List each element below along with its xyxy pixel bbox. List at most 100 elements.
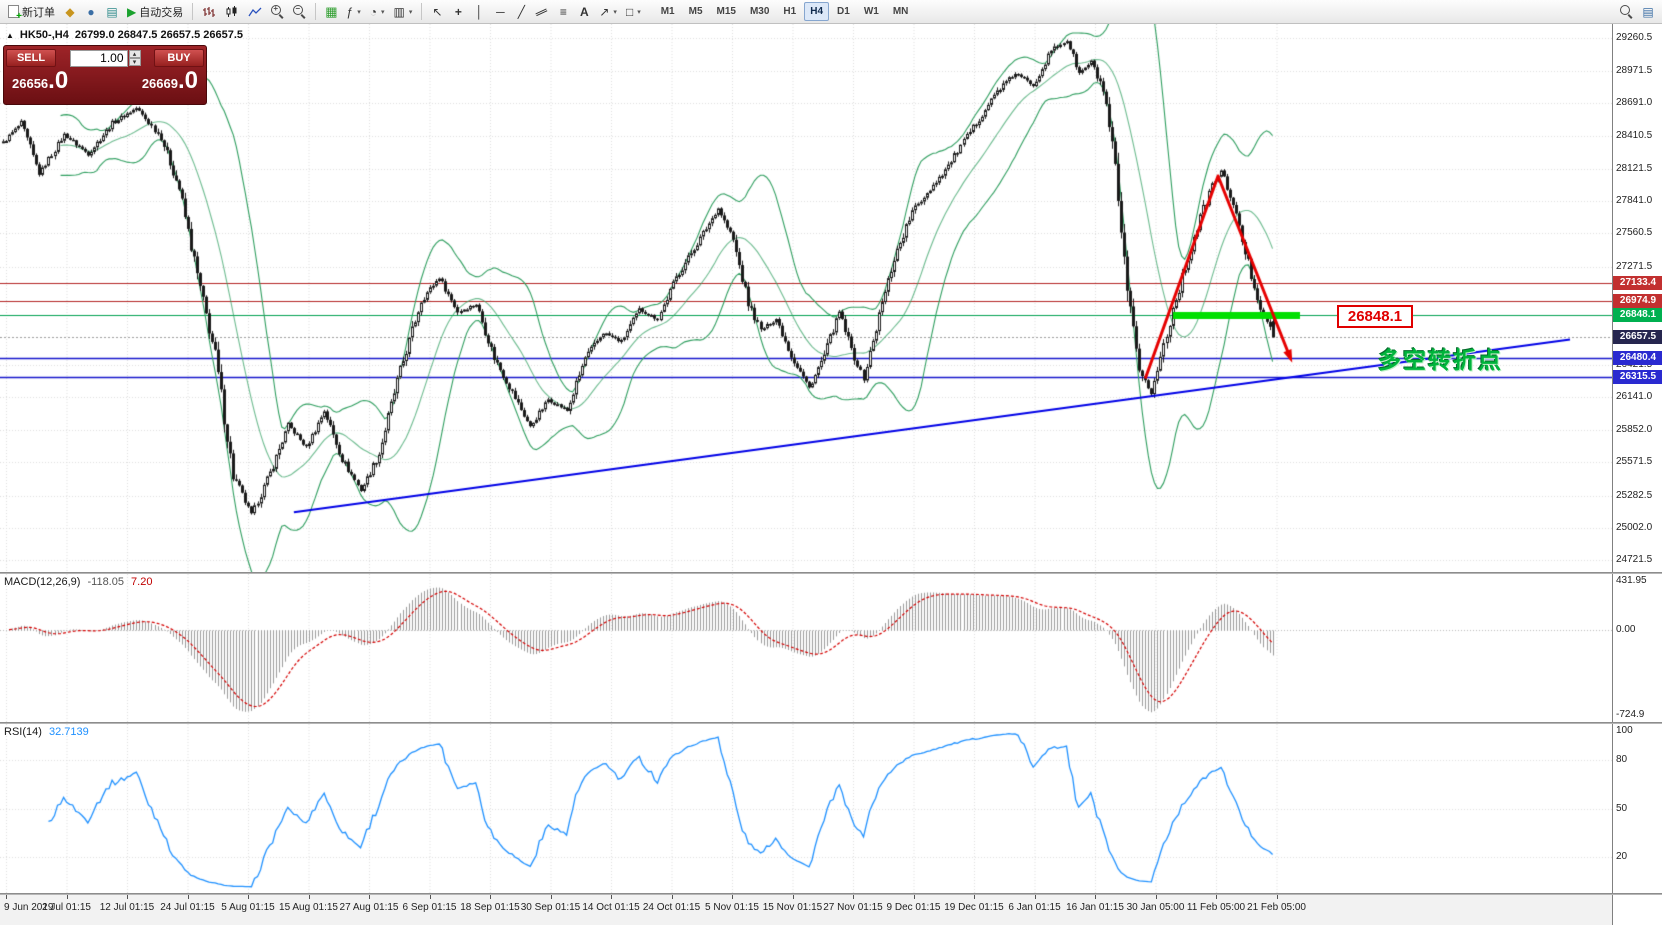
horizontal-line-tool-button[interactable]: ─: [490, 2, 510, 22]
chart-marker-icon: ▲: [6, 30, 14, 40]
time-axis[interactable]: 9 Jun 2019 2 Jul 01:15 12 Jul 01:15 24 Jul …: [0, 895, 1612, 925]
candlestick-chart-icon: [226, 5, 237, 17]
time-tick: [853, 895, 854, 899]
price-level-tag: 26974.9: [1613, 293, 1662, 308]
timeframe-h4[interactable]: H4: [804, 2, 830, 21]
sell-price[interactable]: 26656.0: [12, 67, 69, 94]
navigator-button[interactable]: ●: [81, 2, 101, 22]
rsi-panel-canvas[interactable]: [0, 724, 1612, 893]
autotrading-button[interactable]: ▶ 自动交易: [123, 2, 187, 22]
timeframe-h1[interactable]: H1: [783, 6, 797, 17]
time-tick: [66, 895, 68, 899]
zoom-in-button[interactable]: +: [267, 2, 288, 22]
time-axis-label: 24 Oct 01:15: [642, 902, 701, 913]
shapes-tool-button[interactable]: □ ▾: [622, 2, 645, 22]
data-window-button[interactable]: ▤: [1638, 2, 1658, 22]
main-chart-canvas[interactable]: [0, 24, 1612, 572]
crosshair-tool-button[interactable]: +: [448, 2, 468, 22]
time-tick: [490, 895, 491, 899]
lot-decrease-button[interactable]: ▾: [128, 58, 141, 66]
panel-splitter[interactable]: [0, 572, 1662, 574]
time-tick: [792, 895, 794, 899]
time-tick: [974, 895, 975, 899]
time-axis-label: 30 Sep 01:15: [520, 902, 581, 913]
text-tool-button[interactable]: A: [574, 2, 594, 22]
time-tick: [1034, 895, 1036, 899]
price-axis-label: 28121.5: [1616, 162, 1653, 174]
fibonacci-tool-button[interactable]: ≡: [553, 2, 573, 22]
timeframe-m30[interactable]: M30: [749, 6, 770, 17]
macd-panel-canvas[interactable]: [0, 574, 1612, 722]
zoom-in-icon: +: [271, 4, 284, 18]
panel-splitter[interactable]: [0, 722, 1662, 724]
terminal-button[interactable]: ▤: [102, 2, 122, 22]
lot-size-field: ▴ ▾: [58, 49, 152, 67]
price-axis[interactable]: 29260.5 28971.5 28691.0 28410.5 28121.5 27841…: [1612, 24, 1662, 925]
timeframe-toolbar: M1 M5 M15 M30 H1 H4 D1 W1 MN: [654, 2, 916, 21]
trendline-icon: ╱: [517, 4, 525, 19]
lot-size-input[interactable]: [69, 49, 128, 67]
price-level-tag: 26315.5: [1613, 369, 1662, 384]
timeframe-m15[interactable]: M15: [716, 6, 736, 17]
zoom-out-button[interactable]: −: [289, 2, 310, 22]
toolbar-separator: [421, 3, 423, 20]
market-watch-icon: ◆: [65, 4, 75, 19]
zoom-in-sign: +: [273, 4, 279, 13]
timeframe-d1[interactable]: D1: [837, 6, 850, 17]
time-axis-label: 14 Oct 01:15: [582, 902, 640, 913]
turning-point-annotation[interactable]: 多空转折点: [1378, 347, 1503, 373]
price-level-tag: 26848.1: [1613, 308, 1662, 323]
templates-button[interactable]: ▥ ▾: [390, 2, 417, 22]
bar-chart-icon: [203, 6, 216, 17]
chevron-down-icon: ▾: [357, 8, 361, 16]
trendline-tool-button[interactable]: ╱: [511, 2, 531, 22]
channel-tool-button[interactable]: ∥: [532, 2, 552, 22]
rsi-axis-label: 80: [1616, 754, 1628, 766]
periods-button[interactable]: ◔ ▾: [366, 2, 389, 22]
bar-chart-button[interactable]: [198, 2, 220, 22]
price-axis-label: 27271.5: [1616, 260, 1653, 272]
chevron-down-icon: ▾: [380, 8, 385, 16]
tile-windows-button[interactable]: ▦: [321, 2, 341, 22]
shapes-icon: □: [625, 4, 634, 19]
navigator-icon: ●: [87, 4, 95, 19]
arrows-tool-button[interactable]: ↗ ▾: [595, 2, 621, 22]
sell-button[interactable]: SELL: [6, 49, 56, 67]
vertical-line-tool-button[interactable]: │: [469, 2, 489, 22]
sell-price-big: .0: [48, 67, 69, 94]
plus-glyph: +: [16, 11, 22, 22]
price-axis-label: 28971.5: [1616, 65, 1653, 77]
fibonacci-icon: ≡: [559, 4, 567, 19]
search-button[interactable]: [1616, 2, 1637, 22]
market-watch-button[interactable]: ◆: [60, 2, 80, 22]
time-axis-label: 5 Aug 01:15: [221, 902, 275, 913]
price-level-tag: 27133.4: [1613, 275, 1662, 290]
toolbar-separator: [315, 3, 317, 20]
symbol-info: ▲ HK50-,H4 26799.0 26847.5 26657.5 26657…: [6, 29, 243, 41]
indicators-button[interactable]: ƒ ▾: [343, 2, 365, 22]
time-tick: [127, 895, 128, 899]
time-tick: [1155, 895, 1157, 899]
price-flag-label[interactable]: 26848.1: [1337, 305, 1413, 328]
price-axis-label: 27560.5: [1616, 227, 1653, 239]
timeframe-w1[interactable]: W1: [863, 6, 879, 17]
arrows-tool-icon: ↗: [599, 4, 610, 19]
line-chart-button[interactable]: [244, 2, 266, 22]
panel-splitter[interactable]: [0, 893, 1662, 895]
new-order-button[interactable]: + 新订单: [4, 2, 59, 22]
timeframe-mn[interactable]: MN: [892, 6, 909, 17]
price-level-tag: 26480.4: [1613, 350, 1662, 365]
macd-indicator-label: MACD(12,26,9) -118.05 7.20: [4, 576, 152, 588]
timeframe-m5[interactable]: M5: [688, 6, 703, 17]
candlestick-chart-button[interactable]: [221, 2, 243, 22]
lot-increase-button[interactable]: ▴: [128, 50, 141, 58]
buy-price[interactable]: 26669.0: [142, 69, 198, 93]
time-tick: [550, 895, 552, 899]
cursor-tool-button[interactable]: ↖: [427, 2, 447, 22]
timeframe-m1[interactable]: M1: [660, 6, 675, 17]
time-axis-label: 9 Dec 01:15: [886, 902, 941, 913]
buy-button[interactable]: BUY: [154, 49, 204, 67]
rsi-axis-label: 50: [1616, 802, 1628, 814]
chevron-down-icon: ▾: [408, 8, 413, 16]
